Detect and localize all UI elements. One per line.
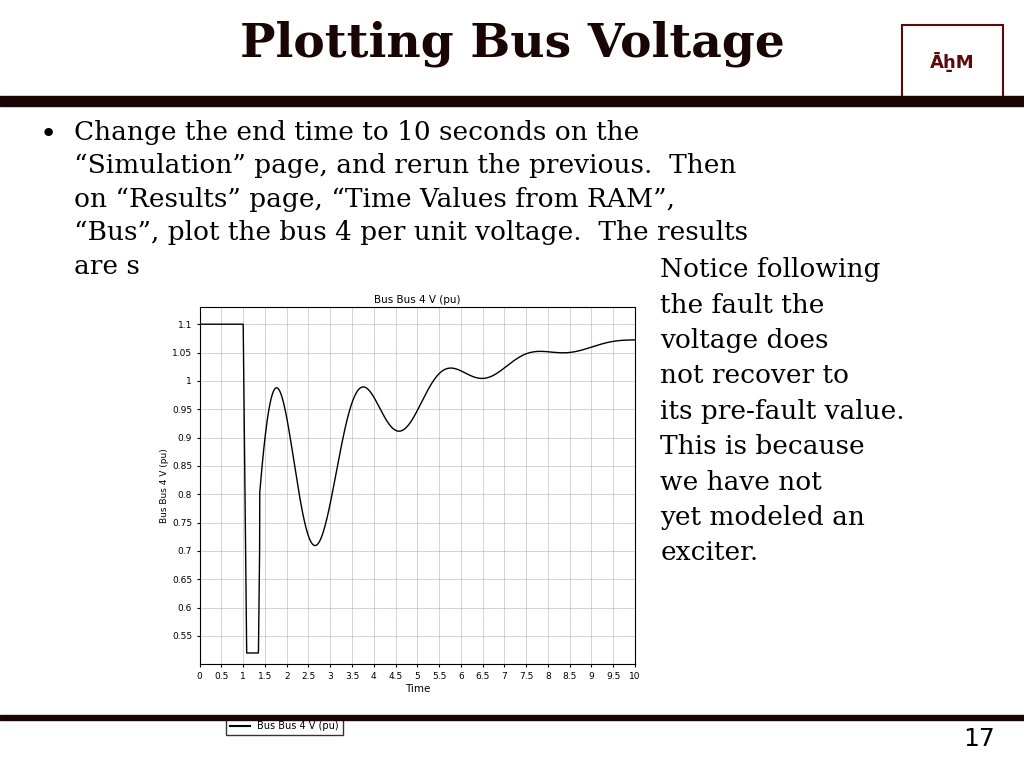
- Text: Plotting Bus Voltage: Plotting Bus Voltage: [240, 21, 784, 68]
- Text: •: •: [40, 120, 57, 148]
- Text: Change the end time to 10 seconds on the
“Simulation” page, and rerun the previo: Change the end time to 10 seconds on the…: [74, 120, 748, 279]
- Text: 17: 17: [964, 727, 995, 751]
- Y-axis label: Bus Bus 4 V (pu): Bus Bus 4 V (pu): [160, 449, 169, 523]
- Legend: Bus Bus 4 V (pu): Bus Bus 4 V (pu): [226, 717, 343, 735]
- Text: ĀẖM: ĀẖM: [930, 52, 975, 72]
- Text: Notice following
the fault the
voltage does
not recover to
its pre-fault value.
: Notice following the fault the voltage d…: [660, 257, 905, 565]
- Title: Bus Bus 4 V (pu): Bus Bus 4 V (pu): [374, 295, 461, 305]
- X-axis label: Time: Time: [404, 684, 430, 694]
